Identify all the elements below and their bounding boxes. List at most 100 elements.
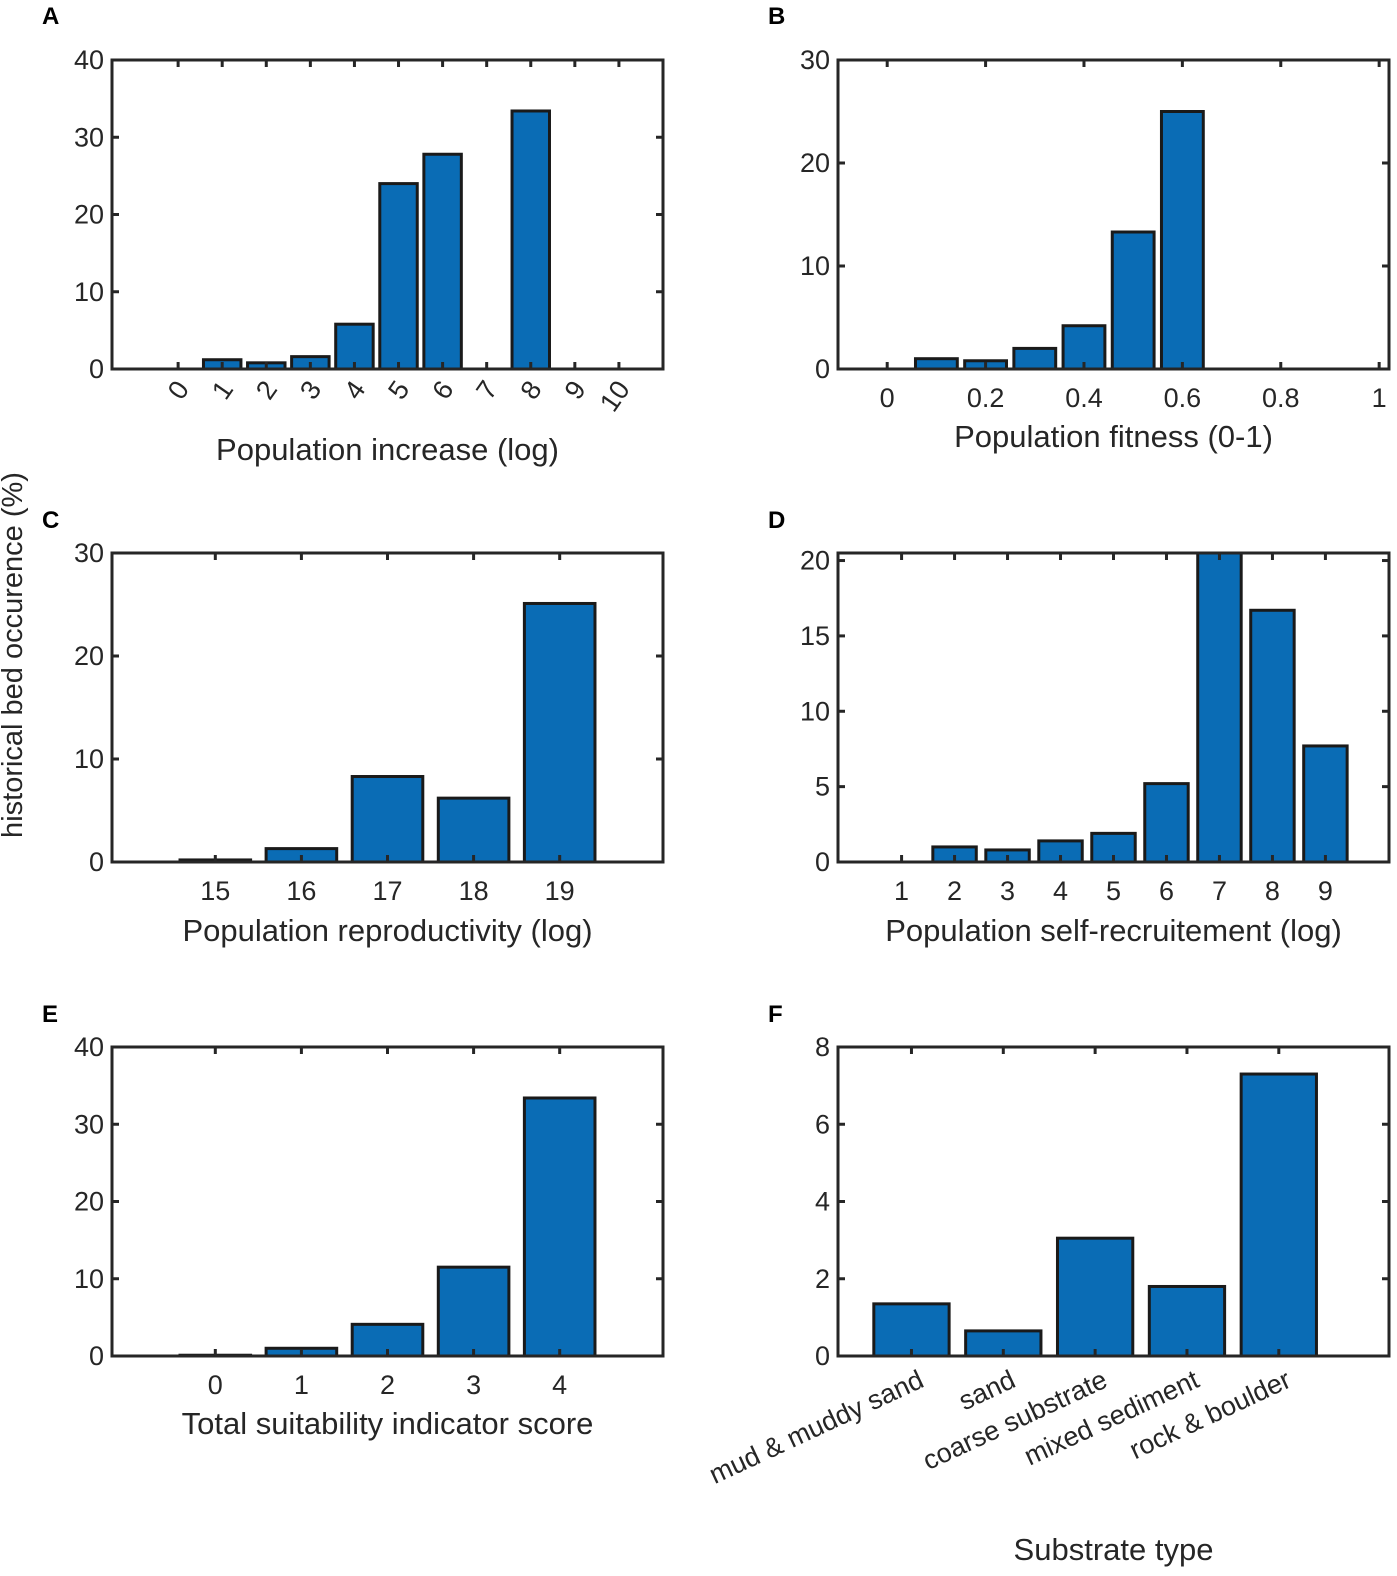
panel-d-ytick-label: 10 bbox=[800, 696, 830, 726]
panel-a-xtick-label: 3 bbox=[294, 375, 327, 405]
panel-label-f: F bbox=[768, 1001, 783, 1028]
panel-b-bar bbox=[1012, 346, 1058, 371]
panel-a-bar bbox=[378, 182, 419, 371]
panel-b-xtick-label: 0.2 bbox=[967, 383, 1005, 413]
panel-c-bar bbox=[522, 601, 597, 864]
panel-d-xtick-label: 8 bbox=[1265, 876, 1280, 906]
panel-d-bar bbox=[1196, 551, 1243, 864]
panel-d-xtick-label: 4 bbox=[1053, 876, 1068, 906]
panel-a-bar bbox=[510, 109, 551, 371]
panel-d-xtick-label: 1 bbox=[894, 876, 909, 906]
panel-b-bar bbox=[913, 357, 959, 371]
chart-panel-b: 0 10 20 30 0 0.2 0.4 0.6 0.8 1 Population fitness … bbox=[800, 45, 1391, 454]
panel-e-x-axis-label: Total suitability indicator score bbox=[182, 1406, 594, 1441]
panel-c-xtick-label: 16 bbox=[286, 876, 316, 906]
panel-e-xtick-label: 2 bbox=[380, 1370, 395, 1400]
panel-a-xtick-label: 4 bbox=[338, 375, 371, 405]
panel-a-xtick-label: 5 bbox=[382, 375, 415, 405]
chart-panel-e: 0 10 20 30 40 0 1 2 3 4 Total suitability indicato… bbox=[74, 1032, 665, 1441]
panel-b-x-axis-label: Population fitness (0-1) bbox=[954, 419, 1273, 454]
panel-b-xtick-label: 0.4 bbox=[1065, 383, 1103, 413]
panel-f-bar bbox=[1239, 1072, 1318, 1358]
panel-c-ytick-label: 20 bbox=[74, 641, 104, 671]
panel-b-ytick-label: 20 bbox=[800, 148, 830, 178]
panel-label-a: A bbox=[42, 3, 59, 30]
panel-a-xtick-label: 0 bbox=[162, 375, 195, 405]
panel-c-xtick-label: 17 bbox=[372, 876, 402, 906]
panel-e-xtick-label: 4 bbox=[552, 1370, 567, 1400]
panel-c-x-axis-label: Population reproductivity (log) bbox=[182, 913, 592, 948]
panel-a-xtick-label: 8 bbox=[514, 375, 547, 405]
panel-d-ytick-label: 5 bbox=[815, 772, 830, 802]
chart-panel-d: 0 5 10 15 20 1 2 3 4 5 6 7 8 9 Population self-recruit… bbox=[800, 546, 1391, 948]
panel-d-bar bbox=[1143, 782, 1190, 864]
panel-d-ytick-label: 20 bbox=[800, 546, 830, 576]
panel-b-xtick-label: 0.8 bbox=[1262, 383, 1300, 413]
panel-a-xtick-label: 7 bbox=[470, 375, 503, 405]
panel-a-ytick-label: 20 bbox=[74, 200, 104, 230]
panel-a-xtick-label: 9 bbox=[559, 375, 592, 405]
panel-f-xtick-label: mud & muddy sand bbox=[704, 1364, 928, 1490]
panel-b-xtick-label: 1 bbox=[1372, 383, 1387, 413]
panel-c-ytick-label: 0 bbox=[89, 847, 104, 877]
panel-c-ytick-label: 30 bbox=[74, 538, 104, 568]
panel-d-xtick-label: 2 bbox=[947, 876, 962, 906]
panel-c-bar bbox=[350, 775, 425, 864]
panel-c-xtick-label: 18 bbox=[459, 876, 489, 906]
panel-f-ytick-label: 8 bbox=[815, 1032, 830, 1062]
panel-d-xtick-label: 3 bbox=[1000, 876, 1015, 906]
panel-e-ytick-label: 20 bbox=[74, 1187, 104, 1217]
panel-d-bar bbox=[1302, 744, 1349, 864]
panel-b-axes-box bbox=[836, 58, 1391, 371]
panel-label-b: B bbox=[768, 3, 785, 30]
panel-label-d: D bbox=[768, 507, 785, 534]
panel-b-ytick-label: 30 bbox=[800, 45, 830, 75]
panel-a-xtick-label: 10 bbox=[594, 375, 636, 417]
panel-e-ytick-label: 10 bbox=[74, 1264, 104, 1294]
shared-y-axis-label: historical bed occurence (%) bbox=[0, 472, 29, 838]
panel-e-ytick-label: 40 bbox=[74, 1032, 104, 1062]
panel-c-xtick-label: 19 bbox=[545, 876, 575, 906]
panel-c-xtick-label: 15 bbox=[200, 876, 230, 906]
panel-e-xtick-label: 3 bbox=[466, 1370, 481, 1400]
panel-c-ytick-label: 10 bbox=[74, 744, 104, 774]
panel-a-xtick-label: 6 bbox=[426, 375, 459, 405]
panel-b-xtick-label: 0.6 bbox=[1164, 383, 1202, 413]
panel-b-xtick-label: 0 bbox=[880, 383, 895, 413]
panel-e-ytick-label: 30 bbox=[74, 1109, 104, 1139]
panel-b-bar bbox=[1159, 110, 1205, 371]
panel-e-xtick-label: 0 bbox=[208, 1370, 223, 1400]
panel-e-bar bbox=[436, 1265, 511, 1358]
panel-a-xtick-label: 1 bbox=[206, 375, 239, 405]
panel-f-x-axis-label: Substrate type bbox=[1014, 1532, 1214, 1567]
panel-f-ytick-label: 2 bbox=[815, 1264, 830, 1294]
panel-a-ytick-label: 30 bbox=[74, 122, 104, 152]
panel-a-x-axis-label: Population increase (log) bbox=[216, 432, 559, 467]
panel-a-xtick-label: 2 bbox=[250, 375, 283, 405]
panel-d-xtick-label: 9 bbox=[1318, 876, 1333, 906]
panel-a-ytick-label: 10 bbox=[74, 277, 104, 307]
panel-f-bar bbox=[1055, 1236, 1135, 1358]
panel-label-e: E bbox=[42, 1001, 58, 1028]
panel-d-xtick-label: 5 bbox=[1106, 876, 1121, 906]
panel-f-ytick-label: 6 bbox=[815, 1109, 830, 1139]
panel-a-ytick-label: 0 bbox=[89, 354, 104, 384]
panel-d-x-axis-label: Population self-recruitement (log) bbox=[885, 913, 1342, 948]
panel-b-bar bbox=[1061, 324, 1107, 371]
panel-e-bar bbox=[522, 1096, 597, 1358]
panel-label-c: C bbox=[42, 507, 59, 534]
panel-d-ytick-label: 0 bbox=[815, 847, 830, 877]
panel-a-bar bbox=[334, 322, 375, 371]
panel-f-ytick-label: 4 bbox=[815, 1187, 830, 1217]
panel-d-xtick-label: 6 bbox=[1159, 876, 1174, 906]
panel-a-ytick-label: 40 bbox=[74, 45, 104, 75]
panel-d-xtick-label: 7 bbox=[1212, 876, 1227, 906]
panel-d-ytick-label: 15 bbox=[800, 621, 830, 651]
panel-f-bar bbox=[872, 1302, 951, 1358]
panel-b-ytick-label: 10 bbox=[800, 251, 830, 281]
panel-e-ytick-label: 0 bbox=[89, 1341, 104, 1371]
panel-b-bar bbox=[1110, 230, 1156, 371]
